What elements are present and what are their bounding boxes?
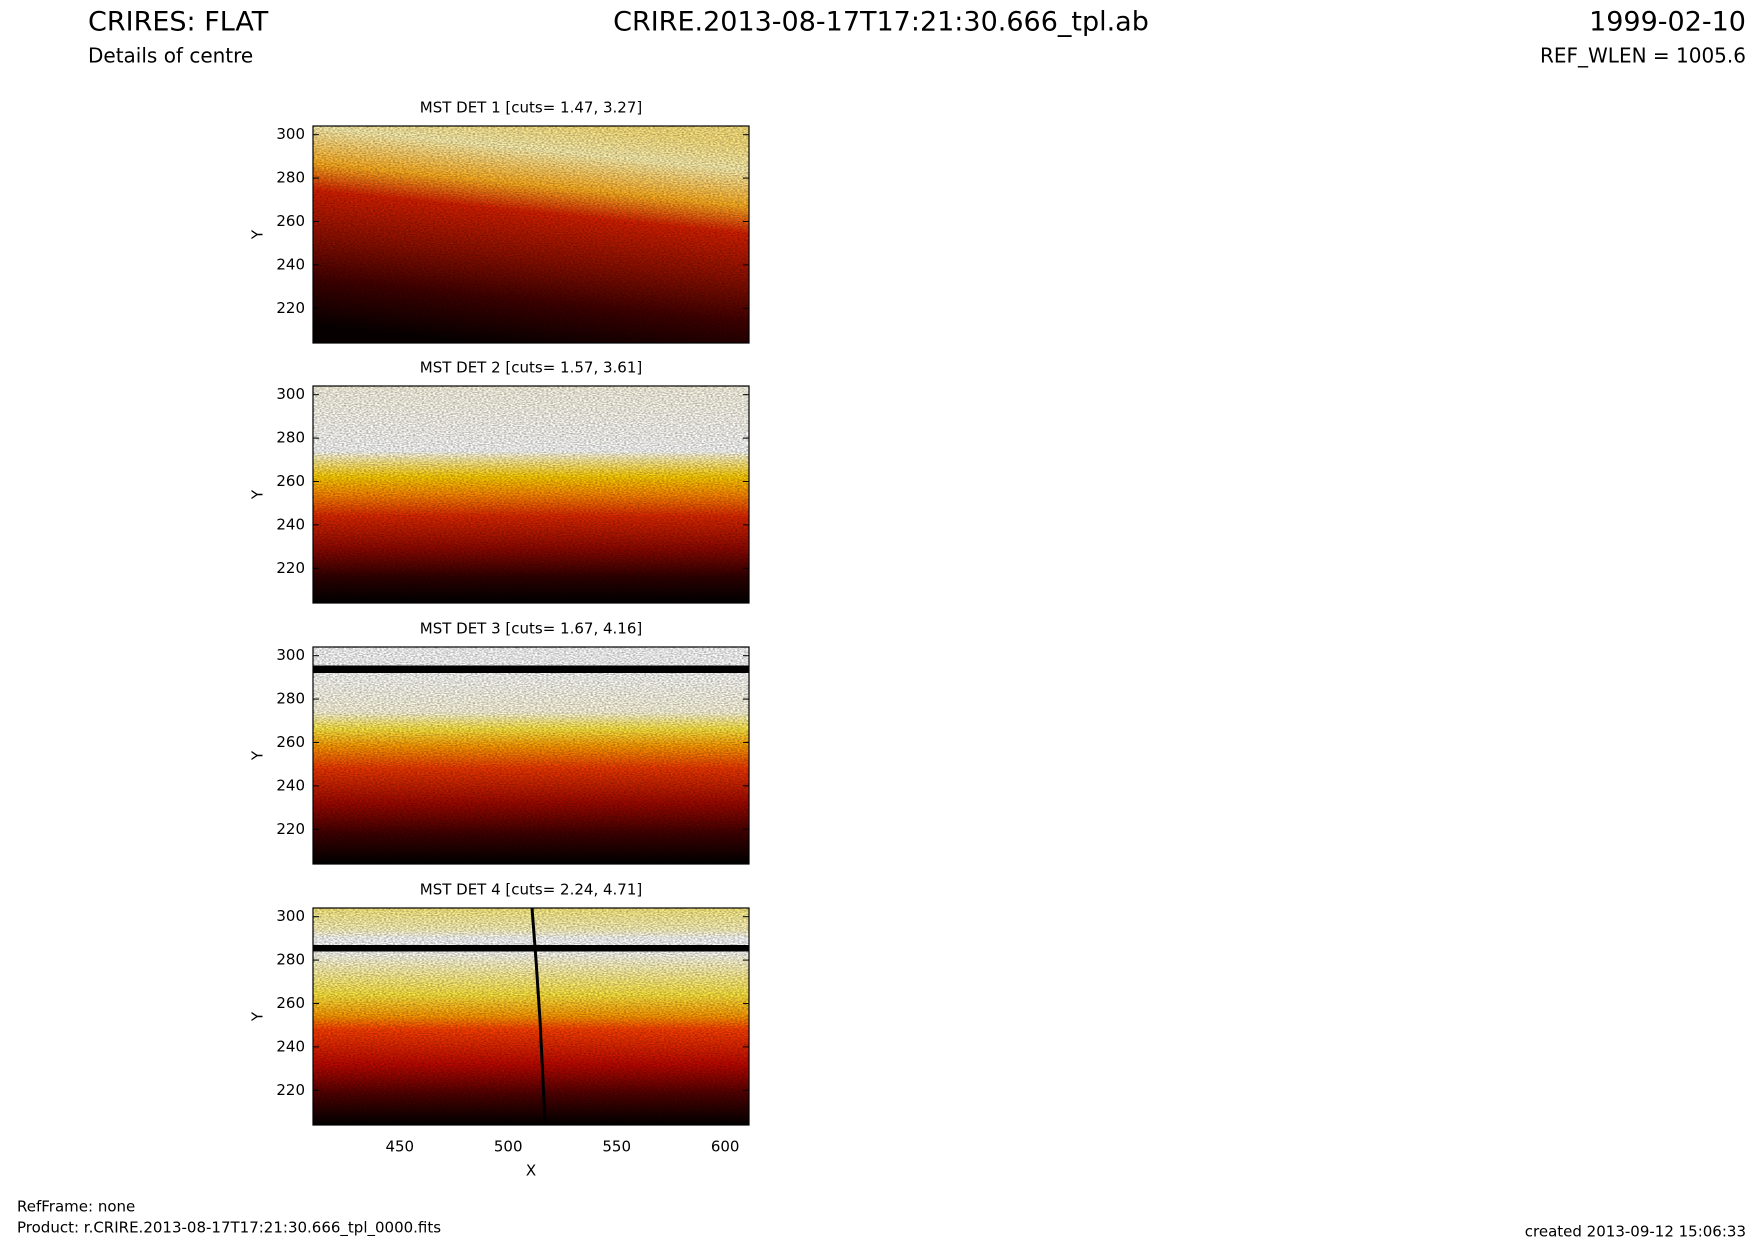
y-tick-label: 300 (276, 646, 305, 664)
y-axis-label: Y (249, 1011, 267, 1022)
panel-title: MST DET 1 [cuts= 1.47, 3.27] (420, 99, 643, 117)
y-tick-label: 280 (276, 690, 305, 708)
plot-frame (312, 125, 750, 344)
heatmap-noise (313, 126, 749, 343)
y-tick-label: 220 (276, 299, 305, 317)
refframe: RefFrame: none (17, 1198, 135, 1216)
image-feature (530, 907, 547, 1126)
x-axis-label: X (526, 1162, 536, 1180)
panel-title: MST DET 3 [cuts= 1.67, 4.16] (420, 620, 643, 638)
y-tick-label: 240 (276, 1037, 305, 1055)
heatmap-noise (313, 647, 749, 864)
y-tick-label: 260 (276, 733, 305, 751)
y-tick-label: 280 (276, 169, 305, 187)
y-tick-label: 240 (276, 776, 305, 794)
y-tick-label: 300 (276, 125, 305, 143)
panels: MST DET 1 [cuts= 1.47, 3.27] 220 240 260 280… (249, 99, 750, 1180)
x-tick-label: 550 (602, 1138, 631, 1156)
ref-wlen: REF_WLEN = 1005.6 (1540, 44, 1746, 68)
x-tick-label: 450 (385, 1138, 414, 1156)
plot-frame (312, 385, 750, 604)
subtitle: Details of centre (88, 44, 253, 68)
y-tick-label: 240 (276, 255, 305, 273)
x-tick-label: 600 (711, 1138, 740, 1156)
heatmap-noise (313, 908, 749, 1125)
panel-title: MST DET 2 [cuts= 1.57, 3.61] (420, 359, 643, 377)
filename: CRIRE.2013-08-17T17:21:30.666_tpl.ab (613, 7, 1149, 38)
y-tick-label: 260 (276, 994, 305, 1012)
y-tick-label: 240 (276, 515, 305, 533)
y-tick-label: 220 (276, 559, 305, 577)
y-tick-label: 300 (276, 907, 305, 925)
panel-title: MST DET 4 [cuts= 2.24, 4.71] (420, 881, 643, 899)
x-tick-label: 500 (494, 1138, 523, 1156)
y-axis-label: Y (249, 489, 267, 500)
date: 1999-02-10 (1589, 7, 1746, 38)
plot-frame (312, 646, 750, 865)
product: Product: r.CRIRE.2013-08-17T17:21:30.666… (17, 1219, 441, 1238)
y-tick-label: 300 (276, 385, 305, 403)
plot-frame (312, 907, 750, 1126)
y-tick-label: 280 (276, 951, 305, 969)
heatmap-noise (313, 386, 749, 603)
y-tick-label: 260 (276, 472, 305, 490)
y-tick-label: 220 (276, 820, 305, 838)
title: CRIRES: FLAT (88, 7, 269, 38)
y-tick-label: 280 (276, 429, 305, 447)
y-axis-label: Y (249, 750, 267, 761)
y-tick-label: 220 (276, 1081, 305, 1099)
created: created 2013-09-12 15:06:33 (1525, 1223, 1746, 1241)
y-tick-label: 260 (276, 212, 305, 230)
y-axis-label: Y (249, 229, 267, 240)
